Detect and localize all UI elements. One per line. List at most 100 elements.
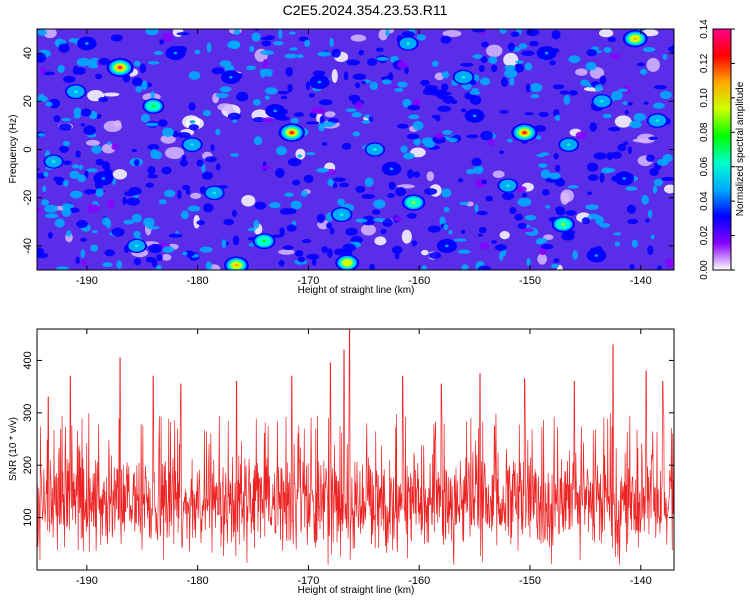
heatmap-cell xyxy=(43,171,49,177)
heatmap-cell xyxy=(162,32,174,42)
heatmap-cell xyxy=(421,137,435,146)
heatmap-cell xyxy=(262,59,268,69)
heatmap-cell xyxy=(568,55,581,64)
heatmap-cell xyxy=(111,227,125,237)
heatmap-ylabel: Frequency (Hz) xyxy=(8,115,19,184)
heatmap-cell xyxy=(284,192,294,197)
heatmap-cell xyxy=(593,152,607,160)
heatmap-cell xyxy=(145,29,159,36)
heatmap-cell xyxy=(76,57,91,67)
heatmap-cell xyxy=(636,62,646,67)
heatmap-cell xyxy=(368,116,374,122)
heatmap-cell xyxy=(435,114,441,122)
heatmap-ytick-label: 40 xyxy=(22,47,34,59)
heatmap-cell xyxy=(626,204,636,214)
heatmap-cell xyxy=(260,165,271,170)
heatmap-gap xyxy=(499,231,510,240)
heatmap-cell xyxy=(345,108,357,113)
heatmap-peak-core xyxy=(506,184,510,187)
heatmap-peak-core xyxy=(190,143,194,146)
heatmap-cell xyxy=(303,174,314,184)
heatmap-cell xyxy=(477,265,492,270)
heatmap-cell xyxy=(526,258,531,267)
heatmap-xtick-label: -190 xyxy=(76,275,98,287)
heatmap-cell xyxy=(37,207,42,214)
heatmap-cell xyxy=(530,94,540,99)
heatmap-cell xyxy=(37,52,47,63)
heatmap-cell xyxy=(143,217,155,228)
heatmap-cell xyxy=(367,58,378,67)
heatmap-cell xyxy=(397,123,409,129)
heatmap-cell xyxy=(122,196,127,206)
heatmap-cell xyxy=(305,121,320,125)
heatmap-cell xyxy=(369,81,378,91)
heatmap-cell xyxy=(80,237,87,242)
heatmap-cell xyxy=(548,172,561,180)
heatmap-cell xyxy=(375,47,384,52)
heatmap-cell xyxy=(260,36,271,40)
heatmap-cell xyxy=(53,115,61,123)
heatmap-cell xyxy=(86,204,101,213)
heatmap-cell xyxy=(504,68,518,79)
heatmap-cell xyxy=(436,89,448,100)
heatmap-cell xyxy=(499,251,504,261)
heatmap-cell xyxy=(248,242,255,247)
heatmap-cell xyxy=(87,63,99,69)
heatmap-cell xyxy=(156,254,163,262)
heatmap-cell xyxy=(98,96,109,102)
heatmap-cell xyxy=(524,62,533,71)
heatmap-cell xyxy=(481,179,487,185)
heatmap-gap xyxy=(103,92,120,97)
heatmap-cell xyxy=(101,217,110,226)
heatmap-gap xyxy=(664,184,674,194)
heatmap-cell xyxy=(513,63,525,73)
heatmap-cell xyxy=(648,136,658,141)
heatmap-cell xyxy=(623,141,629,146)
heatmap-cell xyxy=(652,185,658,194)
heatmap-cell xyxy=(211,67,225,75)
heatmap-cell xyxy=(587,174,599,182)
heatmap-cell xyxy=(95,188,104,198)
heatmap-peak-core xyxy=(561,222,566,226)
heatmap-cell xyxy=(251,32,261,42)
heatmap-cell xyxy=(180,210,189,220)
heatmap-cell xyxy=(617,143,627,152)
heatmap-cell xyxy=(355,185,366,193)
snr-xtick-label: -170 xyxy=(297,575,319,587)
heatmap-cell xyxy=(580,79,590,87)
heatmap-cell xyxy=(491,240,498,244)
heatmap-cell xyxy=(565,234,572,238)
heatmap-cell xyxy=(395,187,407,197)
heatmap-cell xyxy=(361,193,376,200)
heatmap-cell xyxy=(300,190,308,198)
heatmap-cell xyxy=(406,133,420,140)
heatmap-cell xyxy=(159,39,165,45)
heatmap-cell xyxy=(230,153,240,158)
heatmap-cell xyxy=(521,192,528,198)
heatmap-cell xyxy=(196,159,204,167)
heatmap-cell xyxy=(641,194,649,205)
heatmap-cell xyxy=(253,219,260,229)
heatmap-cell xyxy=(629,120,642,129)
heatmap-cell xyxy=(618,88,629,92)
heatmap-cell xyxy=(524,214,537,221)
heatmap-cell xyxy=(412,120,424,131)
heatmap-cell xyxy=(72,164,80,169)
heatmap-cell xyxy=(206,42,212,53)
heatmap-cell xyxy=(650,234,655,240)
heatmap-cell xyxy=(553,258,560,264)
heatmap-cell xyxy=(316,167,329,173)
heatmap-cell xyxy=(480,242,490,250)
heatmap-cell xyxy=(38,93,45,98)
heatmap-cell xyxy=(625,186,638,191)
heatmap-cell xyxy=(665,258,674,268)
heatmap-cell xyxy=(141,80,148,91)
heatmap-cell xyxy=(397,60,408,70)
heatmap-cell xyxy=(437,105,452,112)
heatmap-cell xyxy=(290,200,302,210)
heatmap-cell xyxy=(297,256,306,263)
heatmap-cell xyxy=(264,95,270,100)
heatmap-cell xyxy=(44,204,58,213)
heatmap-cell xyxy=(421,265,428,270)
heatmap-cell xyxy=(232,209,237,218)
